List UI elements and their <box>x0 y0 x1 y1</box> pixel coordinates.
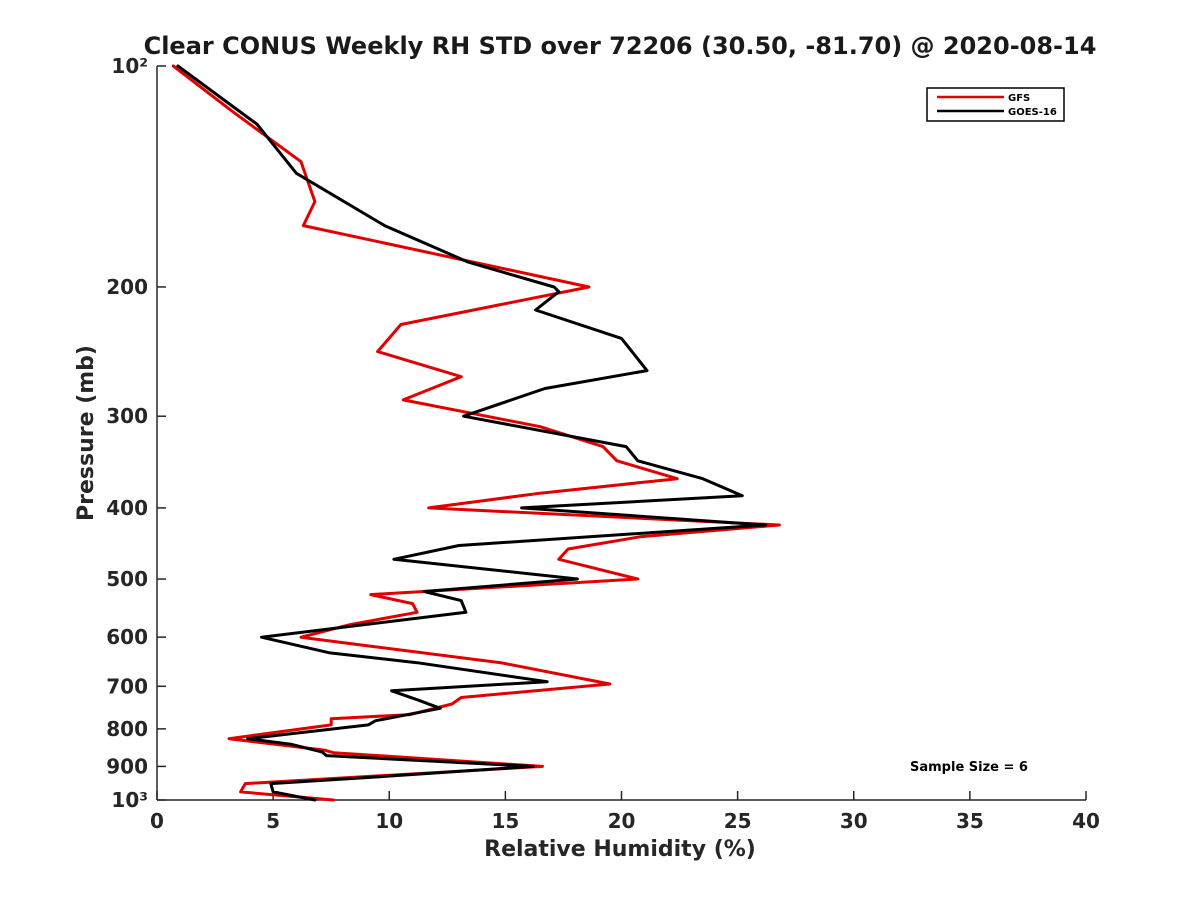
x-tick-label-30: 30 <box>840 809 868 833</box>
y-tick-label-200: 200 <box>106 275 148 299</box>
x-axis-label: Relative Humidity (%) <box>484 837 756 862</box>
legend-label-gfs: GFS <box>1008 93 1030 104</box>
x-tick-label-15: 15 <box>491 809 519 833</box>
x-axis-ticks: 0 5 10 15 20 25 30 35 40 <box>150 791 1100 833</box>
series-line-gfs <box>171 64 781 802</box>
chart-title: Clear CONUS Weekly RH STD over 72206 (30… <box>144 32 1097 60</box>
y-tick-label-800: 800 <box>106 717 148 741</box>
y-tick-label-700: 700 <box>106 674 148 698</box>
x-tick-label-20: 20 <box>608 809 636 833</box>
series-layer <box>171 64 781 802</box>
y-tick-label-900: 900 <box>106 754 148 778</box>
x-tick-label-10: 10 <box>375 809 403 833</box>
series-line-goes-16 <box>176 64 767 802</box>
x-tick-label-5: 5 <box>266 809 280 833</box>
x-tick-label-40: 40 <box>1072 809 1100 833</box>
legend-box <box>926 87 1065 122</box>
y-axis-label: Pressure (mb) <box>74 345 99 521</box>
x-tick-label-35: 35 <box>956 809 984 833</box>
y-tick-label-400: 400 <box>106 496 148 520</box>
legend-label-goes-16: GOES-16 <box>1008 107 1057 118</box>
y-tick-label-600: 600 <box>106 625 148 649</box>
y-tick-label-300: 300 <box>106 404 148 428</box>
y-tick-label-1000: 10³ <box>111 788 148 812</box>
legend: GFS GOES-16 <box>926 87 1065 122</box>
sample-size-annotation: Sample Size = 6 <box>910 760 1028 775</box>
y-axis-ticks: 10² 200 300 400 500 600 700 800 900 10³ <box>106 54 166 812</box>
x-tick-label-0: 0 <box>150 809 164 833</box>
x-tick-label-25: 25 <box>724 809 752 833</box>
y-tick-label-100: 10² <box>111 54 148 78</box>
y-tick-label-500: 500 <box>106 567 148 591</box>
